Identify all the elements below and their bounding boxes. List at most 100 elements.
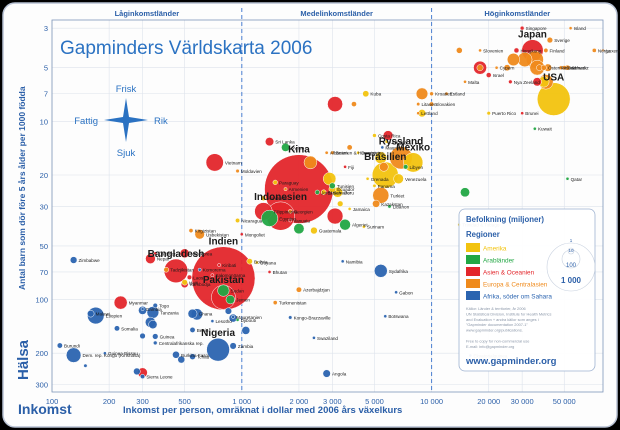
bubble bbox=[506, 53, 520, 67]
gapminder-url: www.gapminder.org bbox=[465, 356, 557, 367]
bubble-label: Tanzania bbox=[160, 310, 179, 315]
bubble-label: Angola bbox=[332, 372, 347, 377]
bubble bbox=[114, 325, 120, 332]
bubble-label: Danmark bbox=[568, 66, 587, 71]
bubble bbox=[188, 228, 194, 233]
legend-note-line: Källor: Länder & territorier, år 2006 bbox=[466, 306, 526, 311]
bubble-label: Japan bbox=[518, 30, 547, 41]
bubble-label: Estland bbox=[450, 92, 466, 97]
bubble-label: Gabon bbox=[399, 290, 413, 295]
bubble-label: Uruguay bbox=[390, 140, 408, 145]
bubble bbox=[372, 186, 390, 204]
bubble bbox=[343, 164, 347, 169]
chart-title: Gapminders Världskarta 2006 bbox=[60, 38, 312, 59]
bubble-label: Vietnam bbox=[225, 160, 242, 165]
bubble bbox=[339, 218, 351, 231]
bubble bbox=[513, 47, 520, 54]
bubble-label: Island bbox=[574, 26, 587, 31]
bubble bbox=[293, 223, 305, 235]
bubble bbox=[416, 111, 421, 116]
bubble-label: Tchad bbox=[197, 355, 210, 360]
bubble-label: Sudan bbox=[231, 289, 245, 294]
plot-border bbox=[51, 19, 604, 393]
bubble-label: Venezuela bbox=[405, 177, 427, 182]
bubble-label: Botswana bbox=[388, 314, 409, 319]
x-tick-label: 500 bbox=[178, 397, 191, 406]
bubble bbox=[246, 258, 253, 265]
bubble-label: Malta bbox=[468, 80, 480, 85]
y-tick-label: 10 bbox=[40, 117, 48, 126]
bubble bbox=[66, 347, 82, 363]
y-tick-label: 20 bbox=[40, 171, 48, 180]
bubble bbox=[356, 150, 360, 155]
bubble-label: Sierra Leone bbox=[146, 374, 173, 379]
bubble-label: Benin bbox=[197, 328, 209, 333]
bubble bbox=[239, 232, 244, 237]
compass-up-label: Frisk bbox=[116, 84, 137, 95]
bubble bbox=[324, 150, 329, 155]
bubble-label: Namibia bbox=[346, 259, 363, 264]
bubble-label: Armenien bbox=[289, 187, 309, 192]
bubble-label: Nepal bbox=[157, 257, 169, 262]
compass-down-label: Sjuk bbox=[117, 148, 136, 159]
bubble-label: Slovakien bbox=[435, 102, 455, 107]
bubble-label: Ryssland bbox=[379, 136, 423, 147]
bubble-label: Nya Zeeland bbox=[514, 80, 540, 85]
y-axis-title-big: Hälsa bbox=[15, 339, 32, 380]
bubble-label: Bangladesh bbox=[148, 249, 205, 260]
bubble-label: Brunei bbox=[525, 111, 538, 116]
bubble bbox=[346, 144, 353, 151]
bubble bbox=[140, 373, 146, 379]
bubble bbox=[330, 150, 335, 155]
legend-note-line: Free to copy for non-commercial use bbox=[466, 338, 529, 343]
bubble bbox=[283, 187, 288, 192]
bubble-label: Kongo-Brazzaville bbox=[294, 315, 331, 320]
bubble bbox=[519, 25, 525, 31]
bubble-label: Litauen bbox=[421, 102, 437, 107]
bubble-label: Indonesien bbox=[254, 192, 307, 203]
x-tick-label: 300 bbox=[136, 397, 149, 406]
size-ref-label: 10 bbox=[568, 248, 574, 253]
bubble bbox=[494, 65, 499, 70]
bubble bbox=[189, 326, 196, 333]
bubble bbox=[372, 183, 377, 188]
y-tick-label: 5 bbox=[44, 64, 48, 73]
bubble bbox=[139, 332, 146, 340]
x-tick-label: 200 bbox=[103, 397, 116, 406]
bubble bbox=[83, 363, 88, 368]
y-tick-label: 300 bbox=[35, 381, 48, 390]
bubble bbox=[486, 111, 491, 116]
legend-note-line: and Evaluation + andra källor som anges … bbox=[466, 317, 539, 322]
bubble bbox=[533, 126, 537, 131]
bubble bbox=[374, 264, 388, 278]
x-tick-label: 100 bbox=[46, 397, 59, 406]
bubble bbox=[206, 337, 230, 362]
bubble bbox=[379, 162, 389, 172]
bubble bbox=[403, 164, 409, 170]
bubble bbox=[254, 260, 259, 265]
bubble-label: Algeriet bbox=[352, 223, 368, 228]
y-tick-label: 100 bbox=[35, 296, 48, 305]
bubble bbox=[558, 65, 564, 70]
legend-box bbox=[458, 208, 596, 372]
bubble-label: Puerto Rico bbox=[492, 111, 516, 116]
bubble bbox=[229, 342, 237, 350]
bubble-label: Qatar bbox=[571, 177, 583, 182]
bubble-label: Peru bbox=[344, 190, 354, 195]
legend-region-label: Asien & Oceanien bbox=[483, 270, 535, 277]
y-tick-label: 7 bbox=[44, 90, 48, 99]
bubble bbox=[394, 290, 398, 295]
bubble-label: Brasilien bbox=[364, 152, 406, 163]
bubble bbox=[362, 90, 370, 98]
bubble-label: Libyen bbox=[409, 165, 423, 170]
bubble-label: Guyana bbox=[260, 261, 277, 266]
bubble bbox=[540, 64, 547, 71]
bubble-label: Libanon bbox=[393, 204, 410, 209]
bubble-label: Myanmar bbox=[129, 301, 149, 306]
bubble bbox=[503, 64, 511, 72]
compass-right-label: Rik bbox=[154, 116, 168, 127]
bubble-label: Finland bbox=[550, 48, 566, 53]
legend-swatch bbox=[466, 255, 480, 264]
compass-left-label: Fattig bbox=[74, 116, 98, 127]
bubble bbox=[224, 307, 232, 315]
